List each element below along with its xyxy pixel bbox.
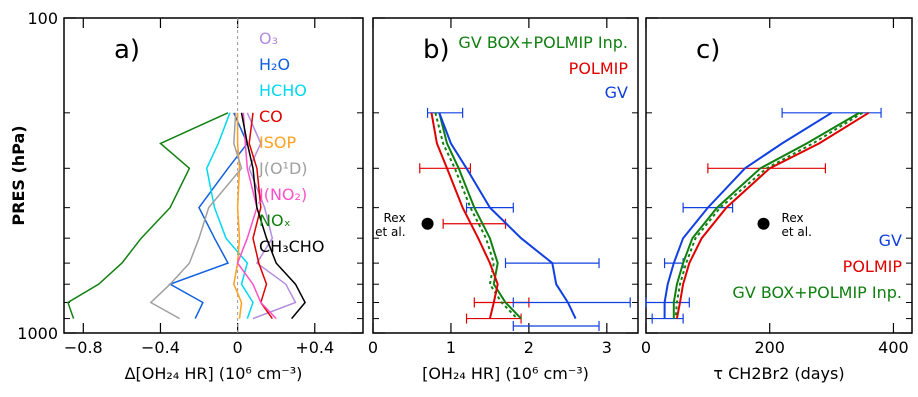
- annotation-text: Rex: [782, 211, 804, 225]
- annotation-text: et al.: [375, 225, 405, 239]
- x-tick-label: +0.4: [295, 338, 334, 357]
- series-line: [675, 111, 870, 319]
- legend-item: POLMIP: [569, 59, 629, 78]
- x-tick-label: 0: [368, 338, 378, 357]
- series-line: [674, 111, 864, 319]
- x-tick-label: 3: [602, 338, 612, 357]
- x-tick-label: −0.8: [64, 338, 103, 357]
- legend-item: GV: [879, 231, 902, 250]
- legend-item: ISOP: [259, 133, 296, 152]
- series-line: [248, 112, 273, 320]
- x-tick-label: 0: [233, 338, 243, 357]
- series-line: [233, 112, 243, 319]
- series-line: [430, 112, 499, 319]
- series-line: [66, 112, 229, 319]
- x-tick-label: 200: [754, 338, 785, 357]
- legend-item: POLMIP: [843, 257, 903, 276]
- legend-item: J(NO₂): [258, 185, 307, 204]
- annotation-text: et al.: [782, 225, 812, 239]
- panel-a: −0.8 −0.4 0 +0.4 Δ[OH₂₄ HR] (10⁶ cm⁻³) a) O₃ H₂…: [63, 17, 364, 383]
- series-line: [168, 112, 249, 319]
- annotation-text: Rex: [383, 211, 405, 225]
- x-tick-label: 2: [524, 338, 534, 357]
- legend-item: HCHO: [259, 81, 307, 100]
- x-tick-label: −0.4: [141, 338, 180, 357]
- series-line: [672, 111, 860, 319]
- y-tick-label: 1000: [17, 324, 58, 343]
- rex-point: [757, 217, 770, 230]
- series-line: [663, 111, 833, 319]
- panel-label: b): [423, 35, 450, 65]
- series-line: [149, 112, 243, 320]
- x-axis-label: τ CH2Br2 (days): [713, 364, 844, 383]
- panel-label: a): [114, 35, 140, 65]
- panel-label: c): [696, 35, 720, 65]
- x-tick-label: 0: [641, 338, 651, 357]
- legend-item: CH₃CHO: [259, 237, 324, 256]
- legend-item: CO: [259, 107, 283, 126]
- legend-item: GV BOX+POLMIP Inp.: [732, 283, 902, 302]
- legend-item: GV BOX+POLMIP Inp.: [458, 33, 628, 52]
- series-line: [236, 112, 277, 320]
- legend-item: H₂O: [259, 55, 290, 74]
- plot-frame: [645, 17, 913, 334]
- plot-frame: [372, 17, 639, 334]
- legend-item: NOₓ: [259, 211, 291, 230]
- y-axis-label: PRES (hPa): [9, 125, 28, 225]
- series-line: [205, 112, 254, 319]
- series-line: [240, 112, 306, 320]
- series-line: [438, 112, 577, 320]
- series-line: [246, 112, 297, 320]
- x-axis-label: [OH₂₄ HR] (10⁶ cm⁻³): [422, 364, 589, 383]
- plot-frame: [63, 17, 364, 334]
- series-line: [438, 112, 522, 320]
- rex-point: [421, 217, 434, 230]
- legend-item: GV: [605, 83, 628, 102]
- y-tick-label: 100: [27, 9, 58, 28]
- x-tick-label: 1: [446, 338, 456, 357]
- x-axis-label: Δ[OH₂₄ HR] (10⁶ cm⁻³): [125, 364, 303, 383]
- legend-item: O₃: [259, 29, 278, 48]
- x-tick-label: 400: [878, 338, 909, 357]
- legend-item: J(O¹D): [258, 159, 308, 178]
